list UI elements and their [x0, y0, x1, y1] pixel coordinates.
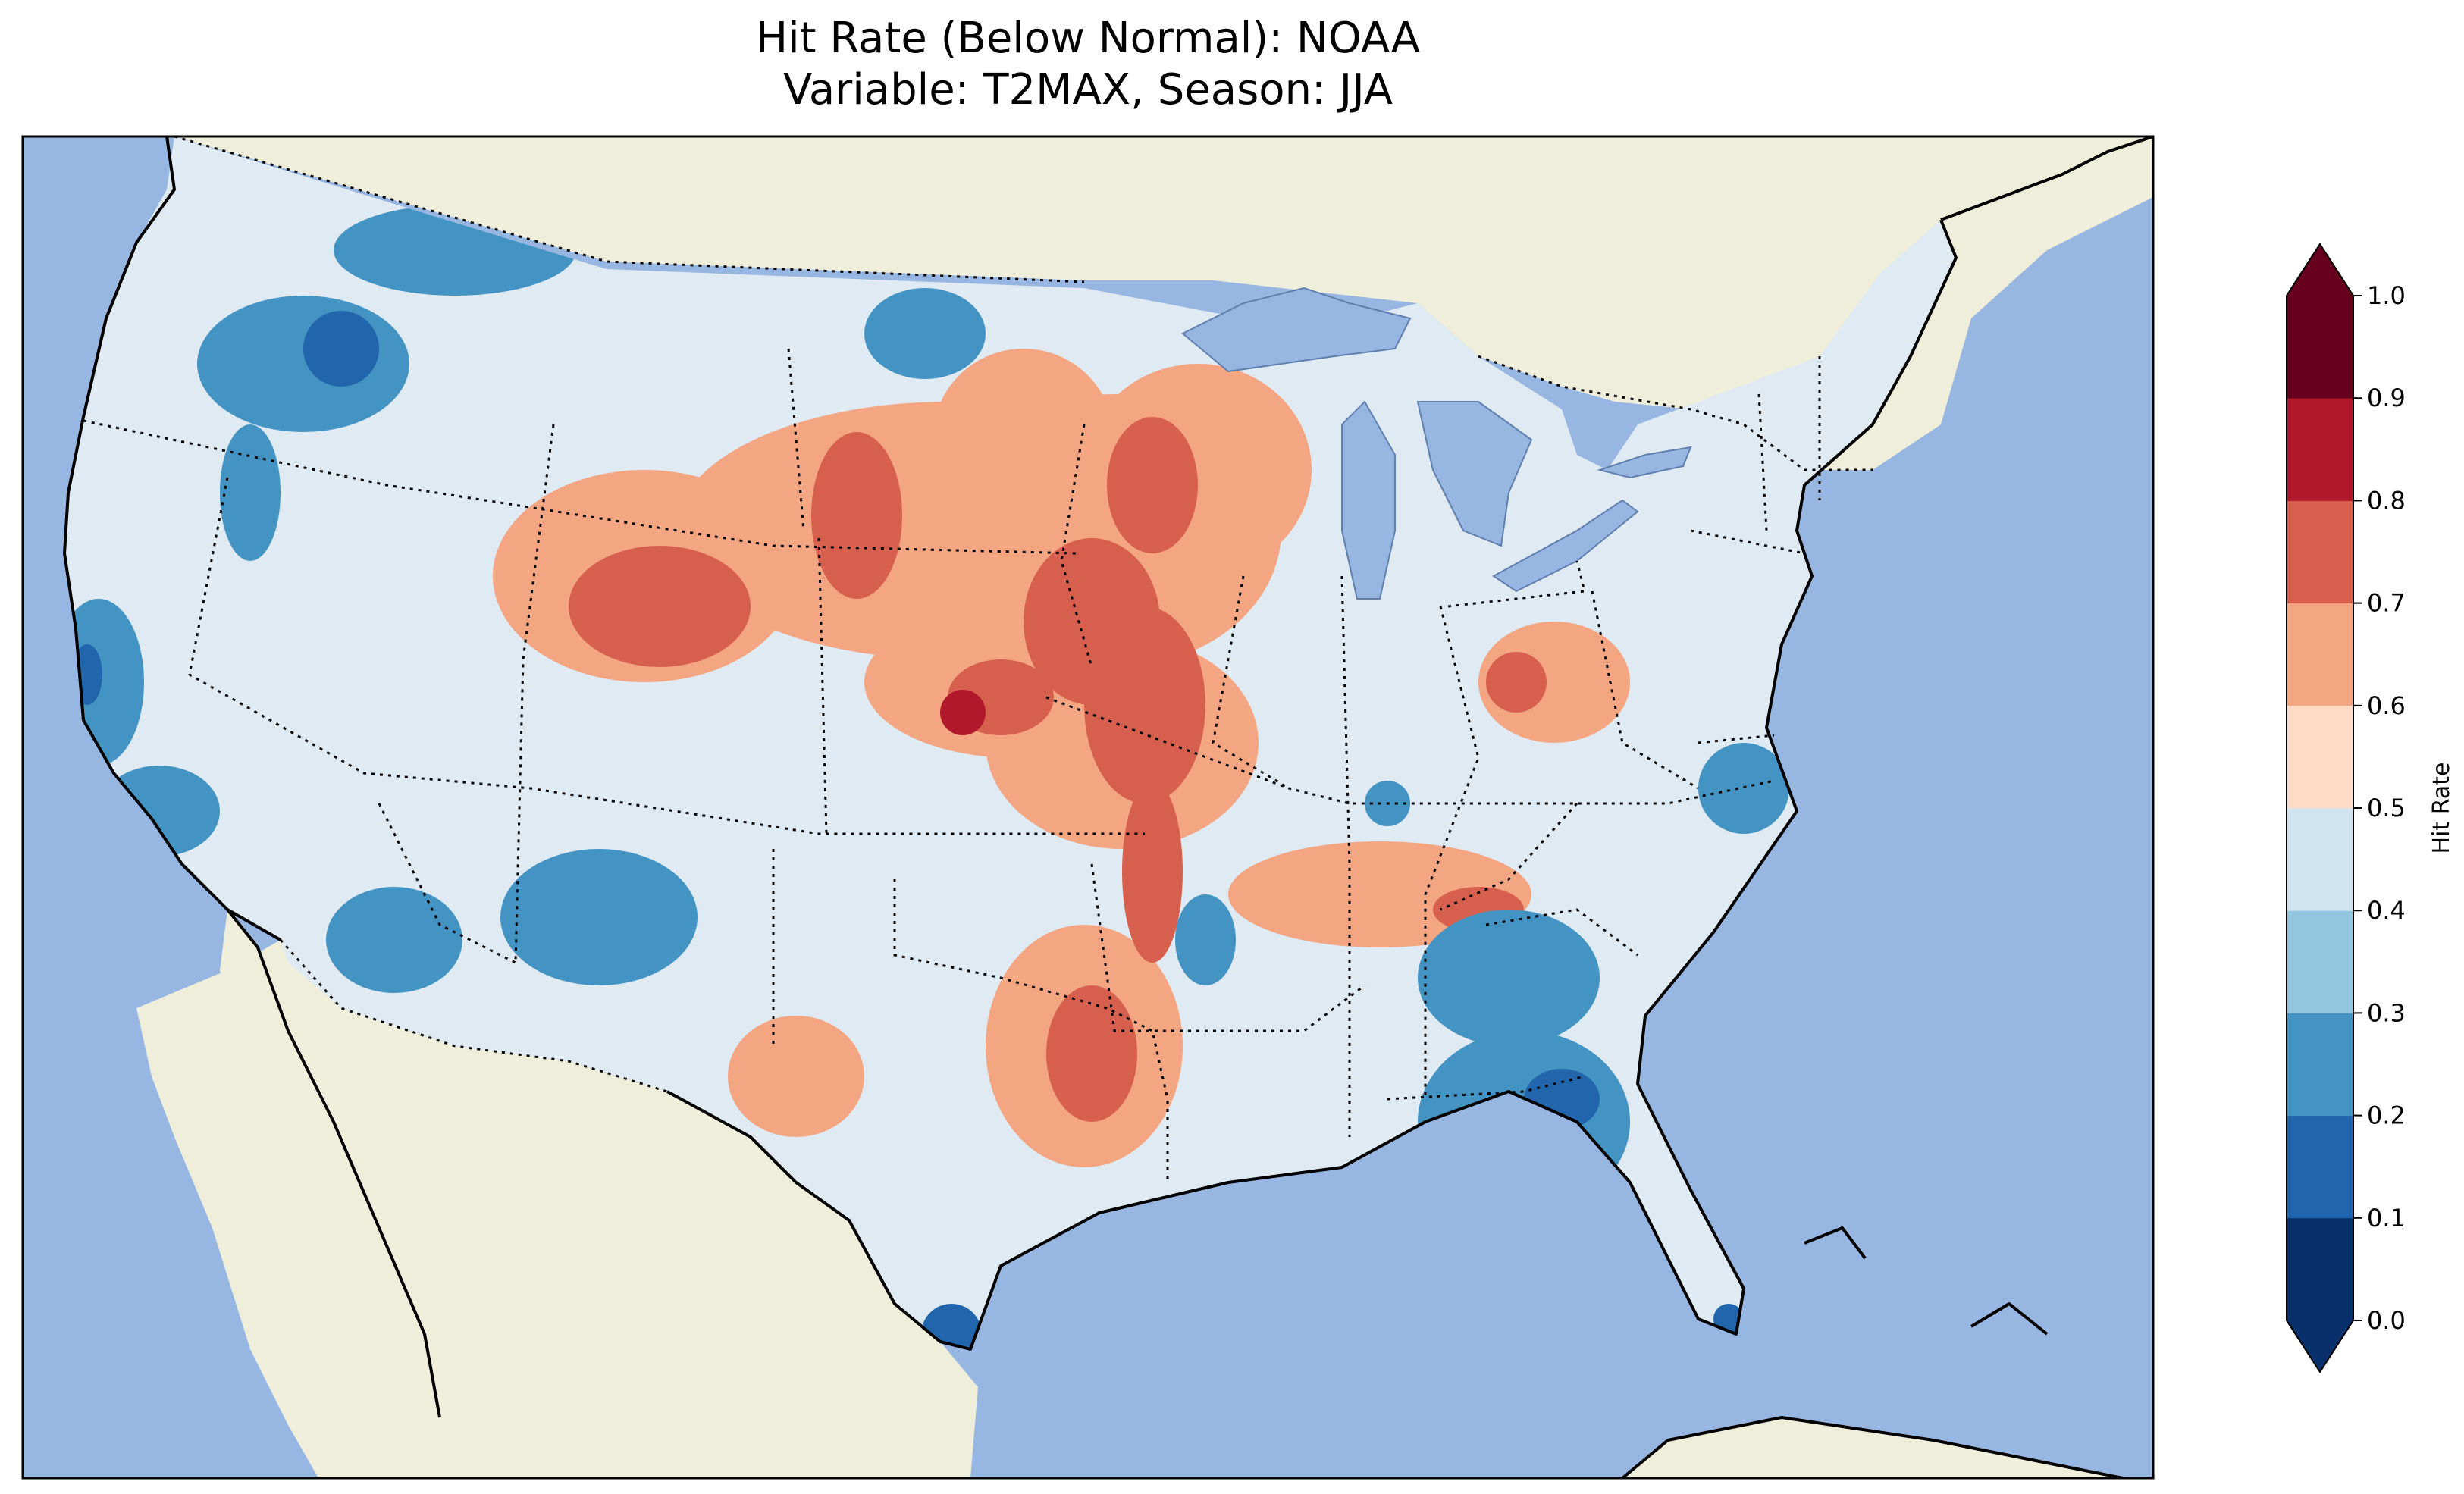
hit-rate-region: [864, 288, 986, 379]
hit-rate-region: [1122, 781, 1183, 963]
hit-rate-region: [1084, 606, 1205, 803]
lake-michigan: [1341, 400, 1396, 600]
cuba-land: [1622, 1417, 2123, 1478]
map-title-line1: Hit Rate (Below Normal): NOAA: [755, 14, 1421, 63]
hit-rate-region: [197, 296, 409, 432]
lake-huron: [1416, 401, 1533, 547]
great-lakes: [1181, 287, 1692, 600]
hit-rate-region: [921, 1304, 982, 1349]
hit-rate-region: [728, 1016, 864, 1137]
baja-peninsula: [220, 910, 440, 1425]
hit-rate-region: [1107, 417, 1198, 553]
hit-rate-region: [303, 311, 379, 387]
mexico-land: [136, 940, 978, 1478]
hit-rate-region: [1486, 652, 1547, 713]
coastlines: [63, 136, 2153, 1478]
hit-rate-region: [940, 690, 986, 735]
map-title-line2: Variable: T2MAX, Season: JJA: [782, 65, 1393, 114]
hit-rate-region: [933, 349, 1114, 531]
canada-land: [23, 136, 2153, 470]
hit-rate-region: [220, 424, 281, 561]
hit-rate-region: [500, 849, 698, 985]
hit-rate-region: [811, 432, 902, 599]
international-borders: [174, 136, 1873, 1093]
lake-superior: [1181, 287, 1412, 373]
hit-rate-region: [569, 546, 751, 667]
hit-rate-region: [326, 887, 462, 993]
hit-rate-region: [1175, 894, 1236, 985]
lake-erie: [1492, 499, 1639, 593]
lake-ontario: [1597, 446, 1692, 479]
map-frame: [21, 135, 2155, 1480]
hit-rate-region: [1046, 985, 1137, 1122]
hit-rate-region: [1418, 910, 1600, 1046]
state-borders: [83, 348, 1821, 1182]
